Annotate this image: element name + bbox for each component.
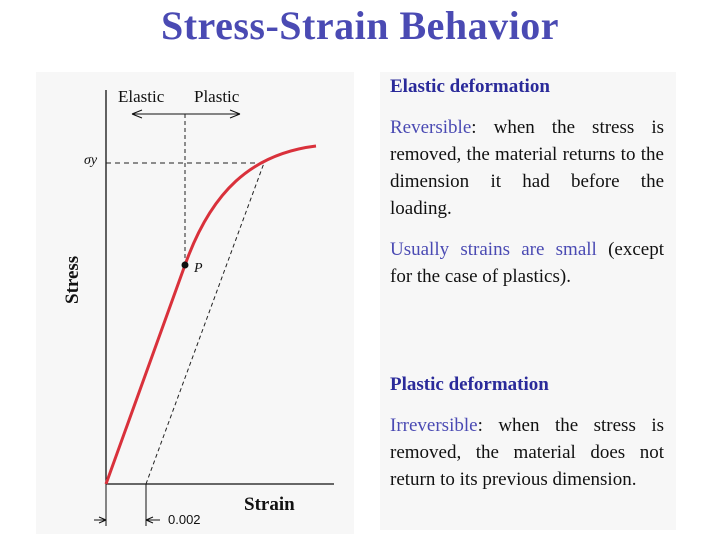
- stress-strain-figure: Elastic Plastic σy P Stress Strain 0.002: [36, 72, 354, 534]
- plastic-paragraph-1: Irreversible: when the stress is removed…: [390, 412, 664, 493]
- stress-strain-curve: [104, 144, 317, 485]
- elastic-paragraph-1: Reversible: when the stress is removed, …: [390, 114, 664, 222]
- offset-label: 0.002: [168, 512, 201, 527]
- proportional-limit-point: [181, 261, 189, 269]
- plastic-heading: Plastic deformation: [390, 374, 549, 395]
- offset-line: [145, 162, 265, 485]
- point-p-label: P: [193, 261, 203, 276]
- stress-strain-diagram: Elastic Plastic σy P Stress Strain 0.002: [62, 87, 334, 527]
- irreversible-keyword: Irreversible: [390, 415, 478, 436]
- offset-arrowhead-right: [145, 516, 154, 524]
- y-axis-label: Stress: [62, 256, 83, 304]
- text-panel: Elastic deformation Reversible: when the…: [380, 72, 676, 530]
- yield-stress-label: σy: [84, 153, 98, 168]
- small-strains-keyword: Usually strains are small: [390, 239, 597, 260]
- elastic-p2-text: (except for the case of plastics).: [390, 239, 665, 287]
- elastic-heading: Elastic deformation: [390, 76, 550, 97]
- plastic-region-label: Plastic: [194, 87, 240, 106]
- reversible-keyword: Reversible: [390, 117, 472, 138]
- elastic-region-label: Elastic: [118, 87, 165, 106]
- arrowheads: [131, 109, 241, 119]
- x-axis-label: Strain: [244, 494, 295, 515]
- elastic-paragraph-2: Usually strains are small (except for th…: [390, 236, 664, 290]
- elastic-p1-text: : when the stress is removed, the materi…: [390, 117, 664, 219]
- slide-title: Stress-Strain Behavior: [160, 3, 560, 48]
- offset-arrowhead-left: [98, 516, 107, 524]
- plastic-p1-text: : when the stress is removed, the materi…: [390, 415, 664, 490]
